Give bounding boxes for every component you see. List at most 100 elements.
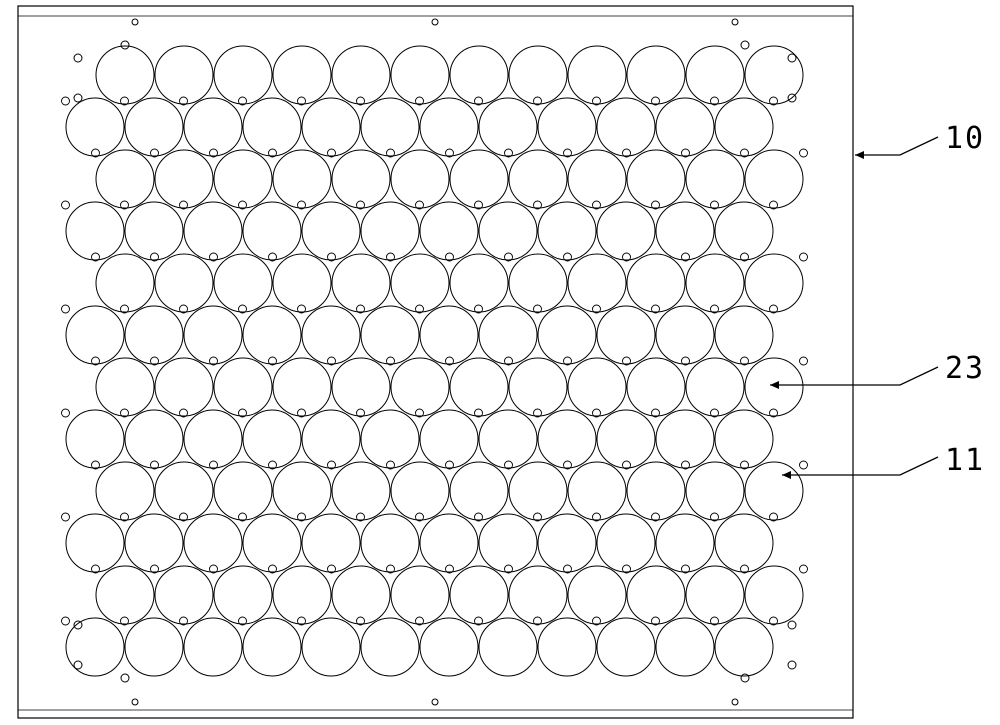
- lamp-hole: [627, 358, 685, 416]
- lamp-hole: [479, 98, 537, 156]
- lamp-hole: [302, 202, 360, 260]
- lamp-hole: [214, 358, 272, 416]
- lamp-hole: [597, 98, 655, 156]
- corner-hole: [741, 674, 749, 682]
- lamp-hole: [568, 254, 626, 312]
- lamp-hole: [627, 254, 685, 312]
- lamp-hole: [332, 566, 390, 624]
- lamp-hole: [243, 410, 301, 468]
- lamp-hole: [656, 202, 714, 260]
- lamp-hole: [391, 46, 449, 104]
- lamp-hole: [450, 254, 508, 312]
- lamp-hole: [597, 306, 655, 364]
- fastener-hole: [800, 357, 808, 365]
- corner-hole: [741, 41, 749, 49]
- arrowhead-icon: [770, 381, 779, 389]
- fastener-hole: [62, 617, 70, 625]
- fastener-hole: [800, 565, 808, 573]
- lamp-hole: [66, 98, 124, 156]
- lamp-hole: [450, 358, 508, 416]
- lamp-hole: [686, 462, 744, 520]
- lamp-hole: [96, 462, 154, 520]
- lamp-hole: [391, 150, 449, 208]
- lamp-hole: [686, 566, 744, 624]
- callout-label: 23: [945, 351, 985, 386]
- lamp-hole: [66, 514, 124, 572]
- lamp-hole: [479, 618, 537, 676]
- lamp-hole: [96, 46, 154, 104]
- diagram-stage: 10 23 11: [0, 0, 1000, 725]
- lamp-hole: [302, 514, 360, 572]
- corner-hole: [121, 674, 129, 682]
- lamp-hole: [656, 514, 714, 572]
- frame-hole: [732, 19, 738, 25]
- leader-line: [770, 367, 938, 385]
- lamp-hole: [509, 358, 567, 416]
- lamp-hole: [509, 46, 567, 104]
- lamp-hole: [361, 514, 419, 572]
- lamp-hole: [568, 46, 626, 104]
- lamp-hole: [686, 254, 744, 312]
- lamp-hole: [302, 410, 360, 468]
- lamp-hole: [155, 150, 213, 208]
- lamp-hole: [420, 514, 478, 572]
- lamp-hole: [214, 150, 272, 208]
- lamp-hole: [243, 514, 301, 572]
- lamp-hole: [627, 150, 685, 208]
- lamp-hole: [538, 618, 596, 676]
- lamp-hole: [184, 618, 242, 676]
- lamp-hole: [538, 514, 596, 572]
- lamp-hole: [656, 98, 714, 156]
- callout: 11: [782, 443, 985, 479]
- lamp-hole: [745, 566, 803, 624]
- lamp-hole: [155, 254, 213, 312]
- corner-hole: [74, 621, 82, 629]
- lamp-hole: [361, 306, 419, 364]
- fastener-hole: [62, 305, 70, 313]
- lamp-hole: [391, 254, 449, 312]
- lamp-hole: [715, 306, 773, 364]
- lamp-hole: [656, 618, 714, 676]
- lamp-hole: [479, 306, 537, 364]
- callout-label: 10: [945, 121, 985, 156]
- leader-line: [782, 457, 938, 475]
- lamp-hole: [273, 566, 331, 624]
- lamp-hole: [155, 358, 213, 416]
- fastener-hole: [62, 201, 70, 209]
- lamp-hole: [597, 514, 655, 572]
- lamp-hole: [391, 358, 449, 416]
- lamp-hole: [155, 566, 213, 624]
- arrowhead-icon: [855, 151, 864, 159]
- lamp-hole: [538, 98, 596, 156]
- corner-hole: [74, 54, 82, 62]
- lamp-hole: [361, 410, 419, 468]
- frame-hole: [132, 19, 138, 25]
- lamp-hole: [273, 358, 331, 416]
- lamp-hole: [450, 46, 508, 104]
- fastener-hole: [62, 409, 70, 417]
- lamp-hole: [184, 410, 242, 468]
- lamp-hole: [420, 202, 478, 260]
- lamp-hole: [125, 618, 183, 676]
- lamp-hole: [96, 566, 154, 624]
- lamp-hole: [361, 98, 419, 156]
- lamp-hole: [184, 202, 242, 260]
- frame-hole: [432, 699, 438, 705]
- corner-hole: [788, 661, 796, 669]
- lamp-hole: [745, 150, 803, 208]
- lamp-hole: [214, 566, 272, 624]
- frame-hole: [732, 699, 738, 705]
- lamp-hole: [509, 254, 567, 312]
- lamp-hole: [568, 462, 626, 520]
- lamp-hole: [509, 150, 567, 208]
- lamp-hole: [273, 46, 331, 104]
- lamp-hole: [745, 462, 803, 520]
- lamp-hole: [627, 46, 685, 104]
- lamp-hole: [479, 410, 537, 468]
- lamp-hole: [568, 150, 626, 208]
- lamp-hole: [302, 98, 360, 156]
- lamp-hole: [479, 202, 537, 260]
- lamp-hole: [214, 46, 272, 104]
- frame-hole: [432, 19, 438, 25]
- arrowhead-icon: [782, 471, 791, 479]
